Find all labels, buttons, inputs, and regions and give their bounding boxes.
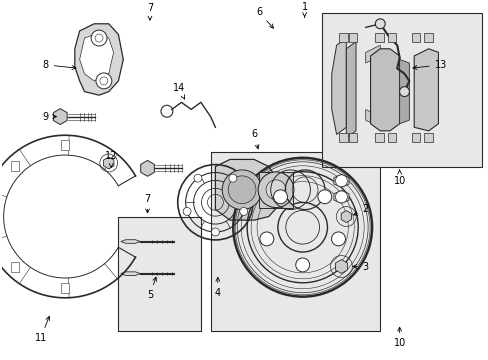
Polygon shape: [53, 109, 67, 125]
Polygon shape: [331, 38, 346, 134]
Bar: [386, 132, 395, 141]
Text: 12: 12: [105, 151, 117, 167]
Polygon shape: [365, 109, 380, 127]
Polygon shape: [103, 157, 114, 169]
Circle shape: [260, 232, 273, 246]
Circle shape: [183, 207, 191, 215]
Text: 6: 6: [251, 130, 259, 149]
Circle shape: [374, 19, 385, 29]
Bar: [61, 140, 69, 150]
Text: 2: 2: [353, 204, 368, 215]
Bar: [338, 33, 347, 42]
Bar: [375, 132, 384, 141]
Bar: [259, 172, 292, 208]
Bar: [338, 132, 347, 141]
Circle shape: [265, 180, 285, 200]
Bar: [118, 216, 201, 331]
Text: 1: 1: [301, 2, 307, 17]
Bar: [11, 161, 19, 171]
Polygon shape: [341, 211, 351, 222]
Bar: [411, 132, 420, 141]
Bar: [210, 152, 380, 331]
Circle shape: [273, 190, 287, 204]
Polygon shape: [121, 240, 140, 243]
Circle shape: [239, 207, 247, 215]
Polygon shape: [333, 174, 348, 187]
Polygon shape: [141, 161, 154, 176]
Text: 3: 3: [352, 261, 368, 271]
Circle shape: [331, 232, 345, 246]
Bar: [11, 262, 19, 272]
Text: 7: 7: [146, 3, 153, 20]
Polygon shape: [335, 260, 347, 274]
Text: 13: 13: [412, 60, 446, 70]
Polygon shape: [413, 49, 438, 131]
Text: 4: 4: [214, 277, 221, 298]
Polygon shape: [333, 190, 348, 203]
Circle shape: [228, 176, 255, 204]
Circle shape: [295, 258, 309, 272]
Circle shape: [96, 73, 112, 89]
Polygon shape: [399, 59, 408, 124]
Polygon shape: [121, 272, 140, 275]
Bar: [61, 283, 69, 293]
Text: 8: 8: [42, 60, 76, 70]
Circle shape: [258, 172, 293, 208]
Text: 10: 10: [393, 170, 405, 186]
Circle shape: [335, 175, 346, 187]
Text: 10: 10: [393, 327, 405, 348]
Text: 6: 6: [255, 7, 273, 28]
Circle shape: [335, 191, 346, 203]
Bar: [322, 13, 481, 167]
Bar: [411, 33, 420, 42]
Polygon shape: [346, 42, 355, 138]
Text: 9: 9: [42, 112, 57, 122]
Polygon shape: [215, 159, 278, 220]
Circle shape: [228, 174, 236, 182]
Polygon shape: [365, 45, 380, 63]
Polygon shape: [80, 35, 113, 81]
Bar: [375, 33, 384, 42]
Bar: [348, 132, 357, 141]
Polygon shape: [75, 24, 123, 95]
Bar: [423, 33, 432, 42]
Circle shape: [211, 228, 219, 236]
Circle shape: [317, 190, 331, 204]
Text: 11: 11: [35, 316, 49, 343]
Circle shape: [91, 30, 107, 46]
Text: 5: 5: [146, 277, 156, 300]
Text: 14: 14: [173, 83, 185, 99]
Circle shape: [399, 87, 408, 96]
Circle shape: [194, 174, 202, 182]
Bar: [423, 132, 432, 141]
Polygon shape: [370, 49, 399, 131]
Bar: [348, 33, 357, 42]
Bar: [386, 33, 395, 42]
Text: 7: 7: [144, 194, 150, 213]
Circle shape: [222, 170, 262, 210]
